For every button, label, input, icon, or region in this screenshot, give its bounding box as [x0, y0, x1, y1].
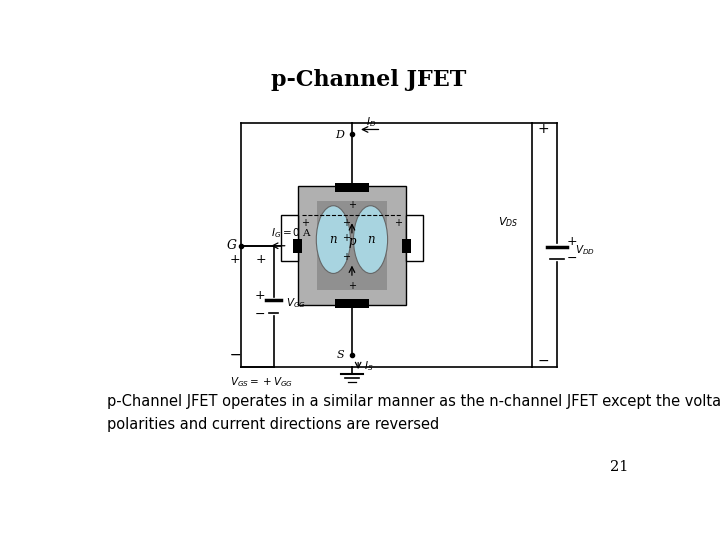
- Text: p-Channel JFET operates in a similar manner as the n-channel JFET except the vol: p-Channel JFET operates in a similar man…: [107, 394, 720, 432]
- Bar: [402, 239, 411, 253]
- Bar: [335, 183, 369, 192]
- Text: −: −: [538, 354, 549, 368]
- Bar: [281, 215, 297, 261]
- Text: +: +: [230, 253, 240, 266]
- Text: n: n: [366, 233, 374, 246]
- Text: $I_D$: $I_D$: [366, 116, 377, 130]
- Text: +: +: [395, 218, 402, 228]
- Text: 21: 21: [611, 460, 629, 474]
- Text: $I_S$: $I_S$: [364, 359, 374, 373]
- Text: −: −: [229, 348, 240, 362]
- Ellipse shape: [354, 206, 387, 273]
- Text: D: D: [336, 130, 344, 140]
- Text: G: G: [227, 239, 237, 252]
- Bar: [335, 299, 369, 308]
- Text: −: −: [254, 308, 265, 321]
- Text: p: p: [348, 235, 356, 248]
- Text: S: S: [336, 350, 344, 360]
- Text: +: +: [254, 289, 265, 302]
- Text: +: +: [342, 233, 350, 243]
- Text: $V_{GG}$: $V_{GG}$: [286, 296, 306, 309]
- Bar: [406, 215, 423, 261]
- Text: +: +: [255, 253, 266, 266]
- Text: +: +: [348, 281, 356, 291]
- Text: +: +: [342, 218, 350, 228]
- Text: +: +: [348, 200, 356, 210]
- Text: $V_{GS} = +V_{GG}$: $V_{GS} = +V_{GG}$: [230, 375, 292, 389]
- Bar: [317, 201, 387, 289]
- Text: $V_{DD}$: $V_{DD}$: [575, 244, 595, 257]
- Text: p-Channel JFET: p-Channel JFET: [271, 69, 467, 91]
- Text: +: +: [538, 122, 549, 136]
- Bar: [297, 186, 406, 305]
- Text: +: +: [567, 235, 577, 248]
- Bar: [293, 239, 302, 253]
- Text: −: −: [567, 252, 577, 265]
- Text: −: −: [229, 348, 240, 362]
- Text: +: +: [302, 218, 310, 228]
- Text: $V_{DS}$: $V_{DS}$: [498, 215, 518, 229]
- Text: $I_G = 0$ A: $I_G = 0$ A: [271, 227, 312, 240]
- Text: n: n: [330, 233, 337, 246]
- Text: +: +: [342, 252, 350, 262]
- Ellipse shape: [316, 206, 351, 273]
